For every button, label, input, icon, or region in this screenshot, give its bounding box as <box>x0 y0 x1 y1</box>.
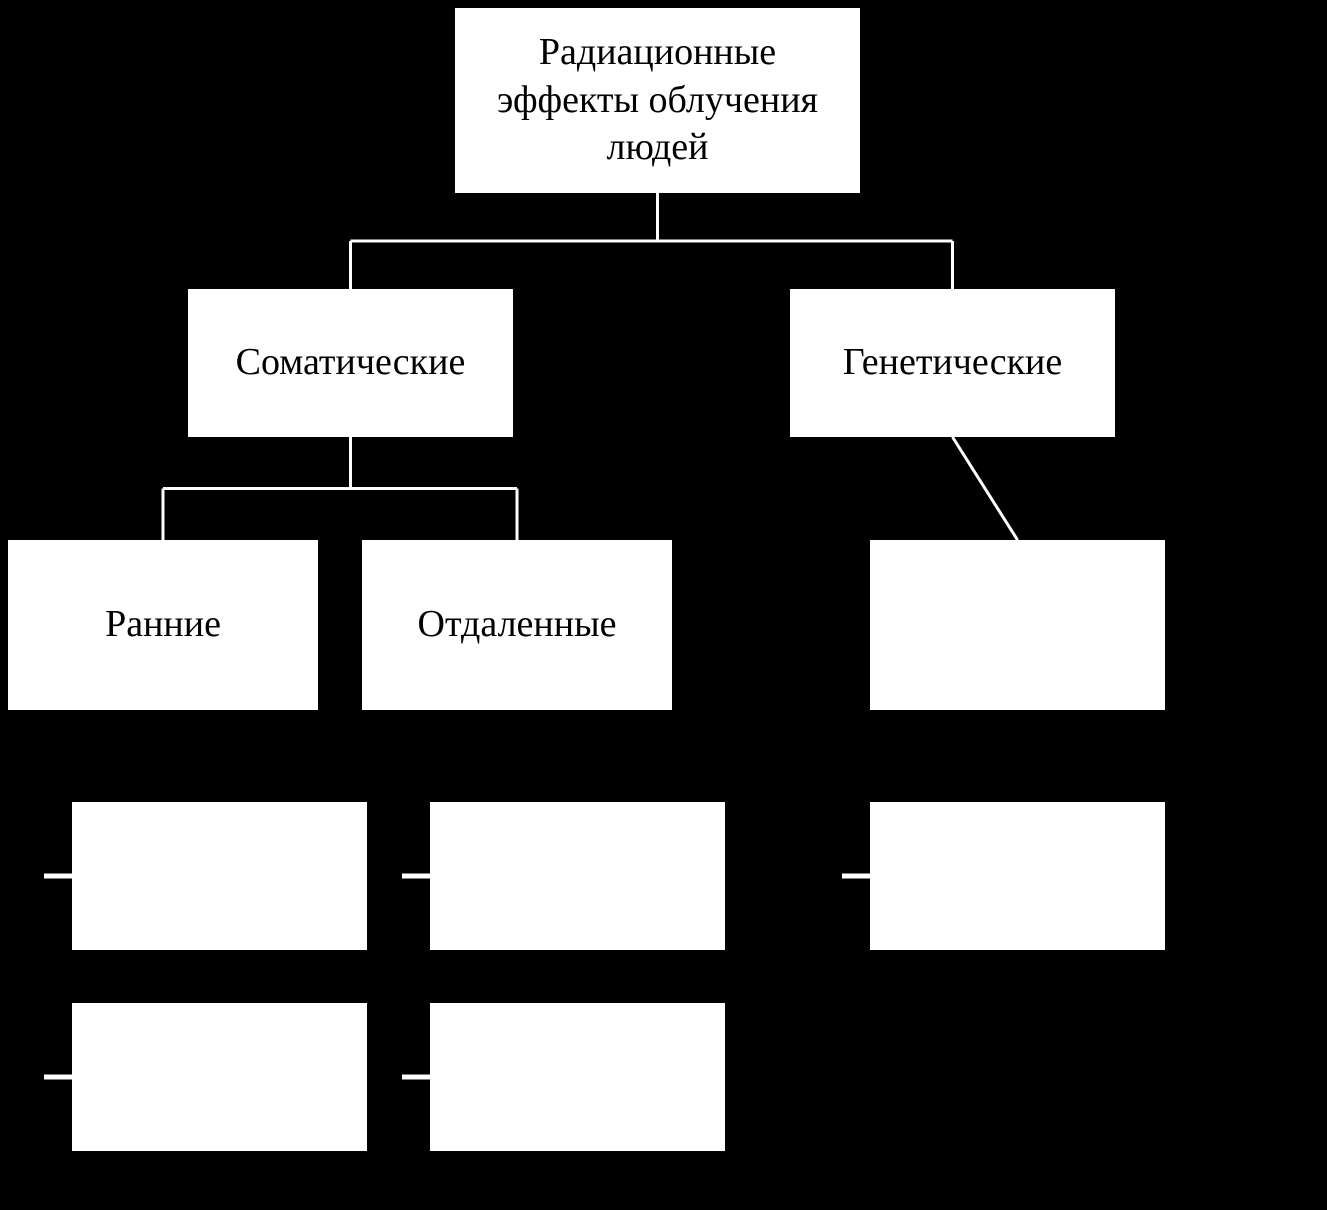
node-late: Отдаленные <box>362 540 672 710</box>
node-soma: Соматические <box>188 289 513 437</box>
node-e2 <box>72 1003 367 1151</box>
node-l2 <box>430 1003 725 1151</box>
node-g1 <box>870 540 1165 710</box>
node-e1 <box>72 802 367 950</box>
node-l1 <box>430 802 725 950</box>
node-g2 <box>870 802 1165 950</box>
node-gene: Генетические <box>790 289 1115 437</box>
node-root: Радиационныеэффекты облучениялюдей <box>455 8 860 193</box>
node-early: Ранние <box>8 540 318 710</box>
